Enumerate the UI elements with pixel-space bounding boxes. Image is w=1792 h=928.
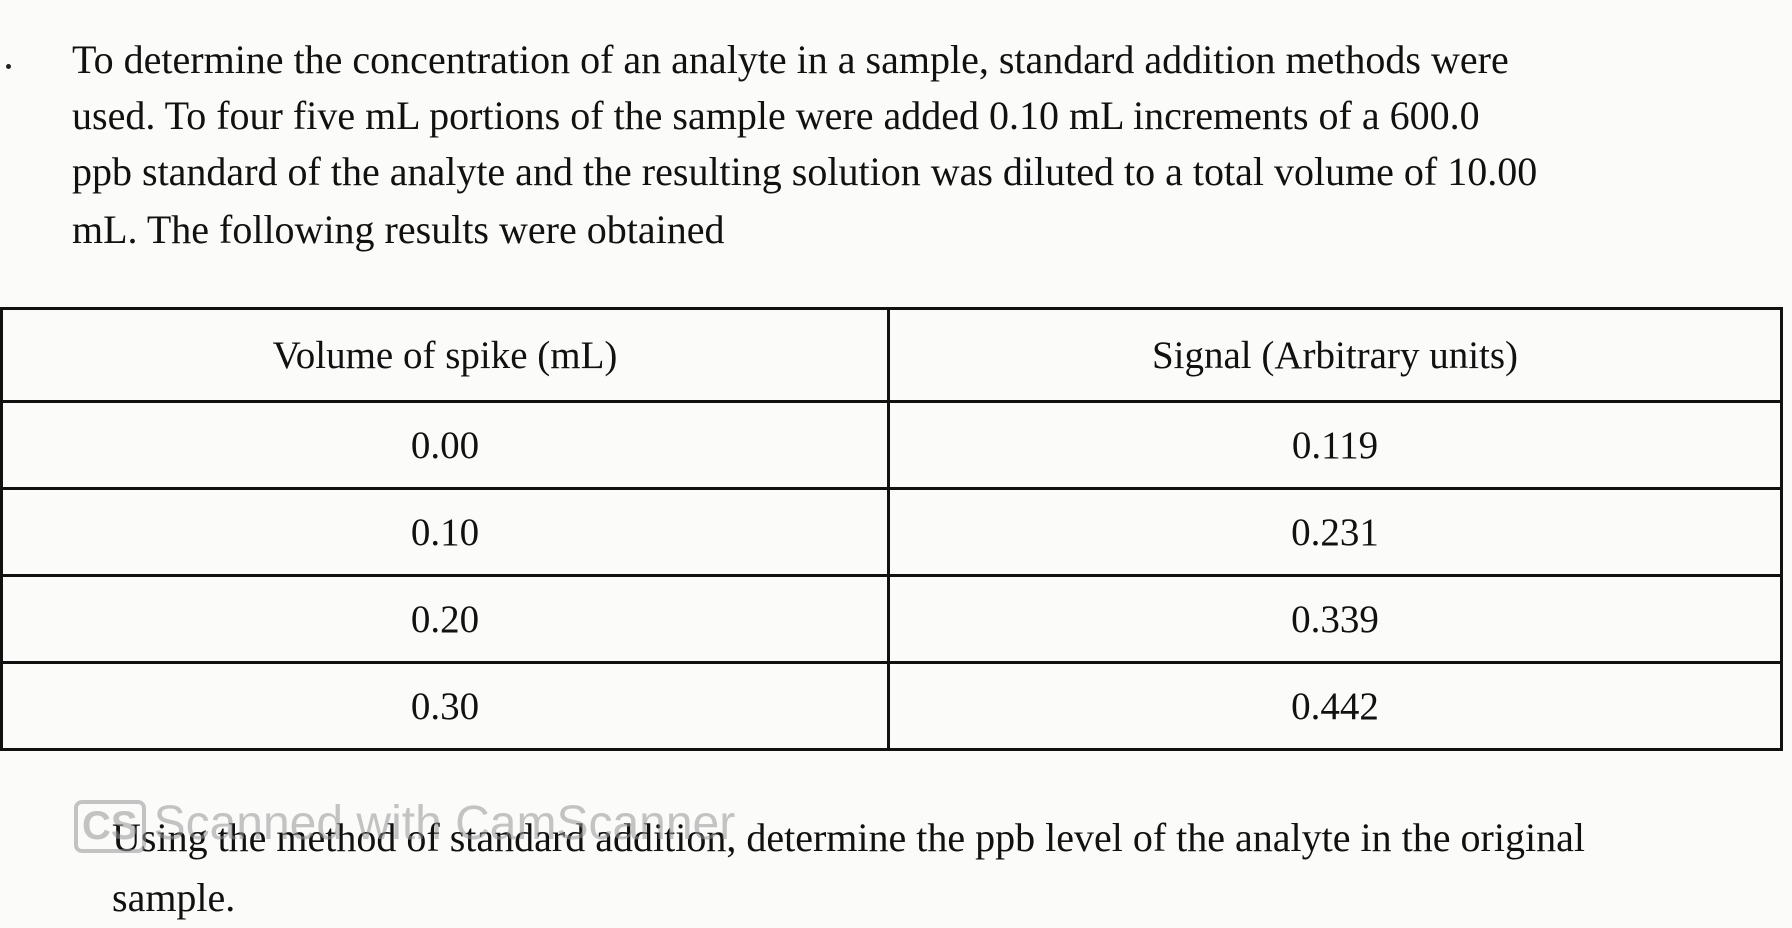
table-cell: 0.119 <box>887 400 1783 490</box>
table-cell: 0.20 <box>0 574 890 664</box>
header-cell: Signal (Arbitrary units) <box>887 307 1783 403</box>
intro-line: ppb standard of the analyte and the resu… <box>72 149 1538 194</box>
header-cell: Volume of spike (mL) <box>0 307 890 403</box>
table-row: 0.20 0.339 <box>0 574 1783 664</box>
table-row: 0.00 0.119 <box>0 400 1783 490</box>
table-row: 0.30 0.442 <box>0 661 1783 751</box>
watermark-logo: CS <box>74 800 146 853</box>
table-cell: 0.00 <box>0 400 890 490</box>
table-body: 0.00 0.119 0.10 0.231 0.20 0.339 0.30 0.442 <box>0 400 1783 751</box>
table-row: 0.10 0.231 <box>0 487 1783 577</box>
watermark: CS Scanned with CamScanner <box>74 796 735 853</box>
watermark-text: Scanned with CamScanner <box>153 797 736 850</box>
intro-line: mL. The following results were obtained <box>72 207 725 252</box>
intro-line: used. To four five mL portions of the sa… <box>72 93 1480 138</box>
table-cell: 0.339 <box>887 574 1783 664</box>
bullet <box>6 64 11 69</box>
question-line: Using the method of standard addition, d… <box>112 815 1585 860</box>
intro-line: To determine the concentration of an ana… <box>72 37 1509 82</box>
header-row: Volume of spike (mL) Signal (Arbitrary u… <box>0 307 1783 403</box>
table-cell: 0.30 <box>0 661 890 751</box>
question-line: sample. <box>112 875 236 920</box>
table-cell: 0.442 <box>887 661 1783 751</box>
table-cell: 0.231 <box>887 487 1783 577</box>
data-table: Volume of spike (mL) Signal (Arbitrary u… <box>0 307 1783 751</box>
table-cell: 0.10 <box>0 487 890 577</box>
